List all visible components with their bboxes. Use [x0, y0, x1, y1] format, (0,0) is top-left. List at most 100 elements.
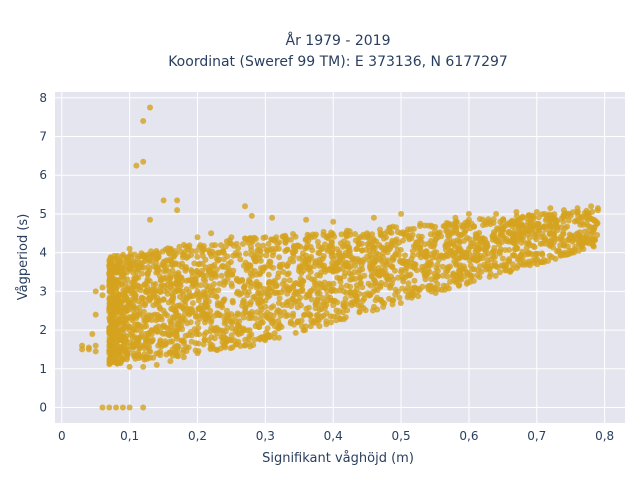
data-point [533, 220, 540, 227]
data-point [380, 303, 387, 310]
data-point [205, 267, 212, 274]
data-point [368, 267, 375, 274]
data-point [379, 245, 386, 252]
data-point [443, 228, 450, 234]
data-point [169, 314, 176, 321]
data-point [397, 300, 404, 306]
data-point [284, 290, 291, 297]
data-point [166, 332, 172, 339]
data-point [566, 248, 573, 254]
data-point [458, 222, 465, 229]
data-point [496, 248, 503, 255]
data-point [357, 280, 364, 287]
data-point [137, 283, 144, 290]
data-point [585, 216, 592, 222]
data-point [277, 261, 284, 268]
data-point [255, 298, 262, 305]
data-point [426, 282, 433, 289]
data-point [140, 404, 147, 411]
data-point [362, 307, 369, 314]
data-point [419, 263, 426, 270]
data-point [240, 325, 247, 332]
data-point [517, 256, 524, 262]
data-point [374, 271, 381, 278]
data-point [438, 253, 445, 260]
data-point [157, 277, 164, 284]
data-point [383, 261, 390, 268]
data-point [449, 228, 456, 235]
data-point [289, 313, 296, 320]
data-point [248, 238, 255, 244]
data-point [148, 248, 155, 255]
data-point [260, 242, 267, 249]
data-point [314, 297, 321, 304]
data-point [113, 358, 120, 365]
data-point [153, 249, 160, 256]
data-point [153, 350, 160, 357]
data-point [150, 302, 157, 309]
data-point [479, 255, 486, 262]
data-point [162, 324, 169, 331]
data-point [307, 269, 314, 275]
data-point [128, 260, 135, 267]
data-point [417, 220, 424, 227]
data-point [125, 326, 132, 333]
data-point [188, 267, 195, 273]
data-point [326, 280, 333, 287]
data-point [303, 216, 310, 223]
data-point [131, 342, 138, 349]
data-point [142, 335, 149, 342]
data-point [170, 295, 177, 302]
data-point [268, 304, 275, 311]
data-point [176, 243, 183, 250]
data-point [85, 346, 92, 353]
data-point [384, 272, 391, 279]
data-point [115, 282, 122, 289]
data-point [234, 288, 241, 295]
data-point [207, 328, 214, 335]
data-point [411, 265, 418, 272]
data-point [542, 240, 549, 247]
data-point [270, 249, 277, 256]
data-point [125, 302, 131, 309]
data-point [113, 288, 120, 295]
data-point [387, 284, 393, 291]
data-point [124, 356, 130, 363]
data-point [225, 314, 232, 321]
data-point [481, 261, 488, 268]
data-point [108, 341, 115, 348]
data-point [417, 244, 424, 251]
data-point [144, 270, 151, 277]
data-point [273, 289, 280, 296]
data-point [359, 247, 365, 254]
data-point [453, 260, 460, 267]
data-point [370, 214, 377, 221]
data-point [233, 240, 240, 247]
data-point [143, 288, 150, 294]
data-point [567, 212, 574, 219]
data-point [224, 270, 231, 277]
data-point [389, 301, 396, 308]
data-point [208, 230, 215, 237]
data-point [333, 260, 340, 267]
data-point [121, 308, 128, 315]
data-point [289, 296, 296, 303]
data-point [194, 350, 201, 357]
data-point [411, 277, 418, 284]
data-point [147, 216, 153, 223]
data-point [179, 254, 186, 261]
data-point [398, 210, 405, 217]
data-point [447, 263, 454, 270]
data-point [275, 334, 282, 341]
data-point [328, 239, 335, 246]
data-point [511, 251, 517, 258]
data-point [305, 304, 312, 311]
data-point [404, 294, 411, 301]
data-point [431, 228, 438, 235]
data-point [339, 243, 346, 250]
data-point [198, 282, 204, 289]
data-point [139, 270, 145, 277]
data-point [212, 293, 219, 300]
data-point [486, 218, 493, 225]
data-point [176, 287, 183, 294]
